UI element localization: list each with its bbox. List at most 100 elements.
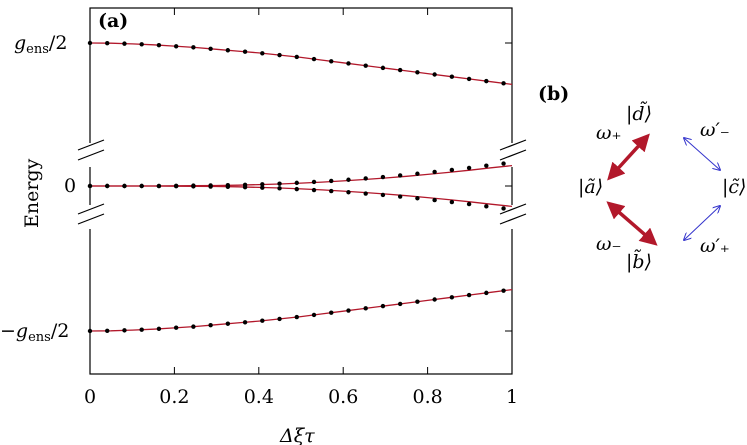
point-bottom bbox=[380, 303, 386, 309]
point-middle_upper bbox=[329, 178, 334, 184]
point-top bbox=[346, 61, 351, 66]
point-middle_lower bbox=[191, 184, 196, 189]
point-middle_upper bbox=[449, 167, 455, 173]
point-middle_upper bbox=[397, 173, 403, 178]
point-middle_lower bbox=[105, 183, 110, 189]
point-middle_lower bbox=[484, 204, 489, 209]
point-bottom bbox=[277, 316, 282, 322]
point-top bbox=[449, 74, 455, 79]
point-bottom bbox=[484, 290, 489, 296]
point-middle_upper bbox=[415, 171, 420, 176]
point-middle_lower bbox=[87, 183, 93, 189]
point-middle_lower bbox=[363, 191, 368, 196]
point-middle_lower bbox=[208, 184, 213, 189]
point-middle_upper bbox=[380, 174, 386, 180]
arrow-a-b-strong bbox=[606, 201, 658, 246]
point-bottom bbox=[208, 323, 213, 328]
point-middle_lower bbox=[432, 197, 437, 203]
arrow-a-d-strong bbox=[607, 133, 650, 181]
point-bottom bbox=[294, 314, 299, 320]
point-bottom bbox=[156, 326, 162, 332]
point-bottom bbox=[191, 324, 196, 329]
point-middle_upper bbox=[484, 163, 489, 168]
point-top bbox=[466, 76, 472, 82]
point-middle_lower bbox=[501, 206, 506, 211]
point-top bbox=[173, 44, 179, 49]
curve-top bbox=[89, 42, 513, 86]
point-middle_upper bbox=[466, 165, 472, 171]
point-middle_lower bbox=[122, 183, 127, 189]
point-top bbox=[260, 51, 265, 56]
point-bottom bbox=[501, 288, 506, 293]
point-middle_upper bbox=[432, 169, 437, 175]
point-middle_lower bbox=[311, 187, 317, 193]
x-tick-label: 0.2 bbox=[159, 386, 189, 408]
point-middle_lower bbox=[380, 192, 386, 198]
point-middle_lower bbox=[242, 184, 248, 190]
point-bottom bbox=[242, 320, 248, 325]
x-axis-label: Δξτ bbox=[279, 425, 315, 445]
point-bottom bbox=[87, 328, 93, 334]
point-top bbox=[397, 67, 403, 73]
rate-w-plus-prime: ω′₊ bbox=[700, 235, 730, 257]
point-top bbox=[208, 46, 213, 51]
point-middle_lower bbox=[397, 194, 403, 199]
point-bottom bbox=[260, 318, 265, 323]
point-middle_lower bbox=[139, 183, 144, 189]
curves bbox=[89, 42, 513, 332]
point-top bbox=[156, 42, 162, 48]
point-top bbox=[311, 56, 317, 62]
point-top bbox=[242, 49, 248, 54]
x-tick-label: 0.6 bbox=[328, 386, 358, 408]
point-top bbox=[415, 70, 420, 75]
point-middle_lower bbox=[156, 183, 162, 189]
point-top bbox=[363, 63, 368, 68]
point-top bbox=[501, 81, 506, 86]
point-middle_lower bbox=[225, 184, 231, 189]
point-bottom bbox=[329, 310, 334, 315]
point-middle_lower bbox=[173, 184, 179, 189]
panel-a-label: (a) bbox=[98, 10, 128, 32]
point-middle_lower bbox=[329, 188, 334, 194]
point-middle_lower bbox=[466, 201, 472, 207]
arrow-b-c-weak bbox=[684, 206, 720, 240]
point-top bbox=[380, 65, 386, 71]
curve-bottom bbox=[89, 288, 513, 332]
curve-middle_lower bbox=[90, 185, 513, 208]
point-bottom bbox=[139, 327, 144, 332]
x-tick-label: 0.8 bbox=[412, 386, 442, 408]
x-tick-labels: 0 0.2 0.4 0.6 0.8 1 bbox=[84, 386, 518, 408]
point-middle_lower bbox=[294, 186, 299, 192]
point-bottom bbox=[449, 295, 455, 300]
ytick-top: gens/2 bbox=[14, 32, 67, 57]
axis-breaks bbox=[77, 139, 527, 229]
rate-w-minus: ω₋ bbox=[596, 233, 622, 255]
arrow-d-c-weak bbox=[684, 138, 720, 170]
rate-w-minus-prime: ω′₋ bbox=[700, 119, 730, 141]
axis-ticks bbox=[89, 8, 513, 374]
point-top bbox=[122, 41, 127, 46]
point-top bbox=[277, 52, 282, 58]
point-top bbox=[139, 42, 144, 47]
point-bottom bbox=[105, 328, 110, 334]
plot-frame bbox=[89, 7, 513, 375]
point-top bbox=[105, 40, 110, 46]
data-points bbox=[87, 40, 506, 334]
point-bottom bbox=[432, 297, 437, 302]
point-top bbox=[191, 45, 196, 50]
point-top bbox=[87, 40, 93, 46]
ytick-zero: 0 bbox=[64, 175, 76, 197]
x-tick-label: 0.4 bbox=[244, 386, 274, 408]
state-a-label: |ã⟩ bbox=[578, 176, 603, 198]
point-top bbox=[294, 54, 299, 60]
point-middle_upper bbox=[277, 181, 282, 186]
point-middle_lower bbox=[277, 186, 282, 191]
curve-middle_upper bbox=[90, 164, 513, 187]
panel-b-label: (b) bbox=[538, 83, 569, 105]
y-axis-label: Energy bbox=[21, 158, 43, 228]
state-c-label: |c̃⟩ bbox=[722, 176, 746, 198]
point-middle_upper bbox=[501, 161, 506, 166]
ytick-bottom: −gens/2 bbox=[0, 320, 69, 345]
point-bottom bbox=[397, 301, 403, 307]
